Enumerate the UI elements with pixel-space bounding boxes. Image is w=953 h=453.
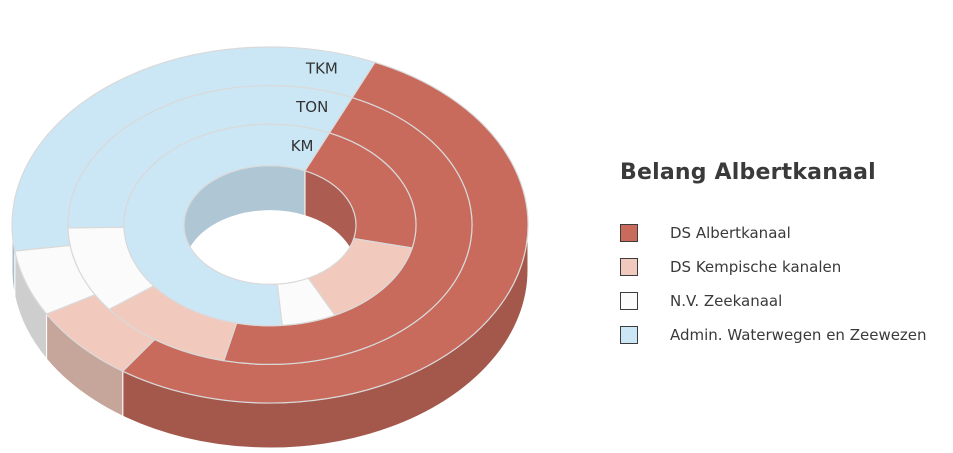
ring-label: TON bbox=[295, 98, 328, 116]
ring-labels: TKM TON KM bbox=[291, 60, 338, 156]
legend: Belang Albertkanaal DS Albertkanaal DS K… bbox=[620, 160, 950, 359]
chart-ring-tops bbox=[11, 46, 529, 404]
chart-title: Belang Albertkanaal bbox=[620, 160, 876, 185]
donut-chart: TKM TON KM bbox=[11, 46, 529, 449]
legend-item-ds-kempische-kanalen: DS Kempische kanalen bbox=[620, 257, 950, 277]
ring-label: KM bbox=[291, 137, 314, 155]
legend-item-nv-zeekanaal: N.V. Zeekanaal bbox=[620, 291, 950, 311]
ring-slice bbox=[304, 132, 417, 249]
legend-label: DS Albertkanaal bbox=[670, 224, 791, 242]
ring-label: TKM bbox=[305, 60, 338, 78]
legend-item-ds-albertkanaal: DS Albertkanaal bbox=[620, 223, 950, 243]
legend-swatch bbox=[620, 224, 638, 242]
legend-label: DS Kempische kanalen bbox=[670, 258, 842, 276]
legend-swatch bbox=[620, 326, 638, 344]
legend-swatch bbox=[620, 292, 638, 310]
chart-side-walls bbox=[11, 165, 529, 449]
legend-swatch bbox=[620, 258, 638, 276]
ring-slice bbox=[123, 123, 331, 327]
legend-item-admin-waterwegen: Admin. Waterwegen en Zeewezen bbox=[620, 325, 950, 345]
legend-label: N.V. Zeekanaal bbox=[670, 292, 783, 310]
legend-label: Admin. Waterwegen en Zeewezen bbox=[670, 326, 927, 344]
